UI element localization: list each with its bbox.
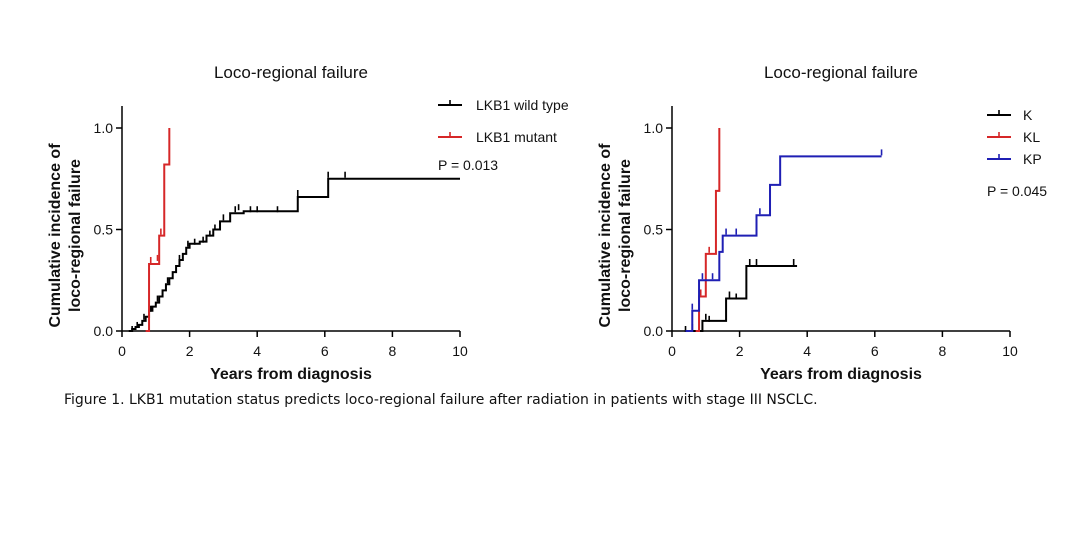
legend-label-k: K (1023, 107, 1033, 123)
x-tick-label: 0 (118, 343, 126, 359)
y-axis-label-line1: Cumulative incidence of (47, 143, 64, 328)
y-tick-label: 0.0 (644, 323, 664, 339)
series-line-lkb1-mutant (145, 128, 171, 332)
chart-title: Loco-regional failure (764, 63, 918, 82)
x-axis-label: Years from diagnosis (760, 366, 922, 383)
x-tick-label: 2 (736, 343, 744, 359)
x-axis-label: Years from diagnosis (210, 366, 372, 383)
chart-panel-left: Loco-regional failure 0 2 4 6 8 10 0.0 0.5 1.0 Yea… (47, 63, 569, 383)
x-tick-label: 8 (939, 343, 947, 359)
y-tick-label: 0.0 (94, 323, 114, 339)
series-line-lkb1-wild-type (128, 177, 460, 332)
p-value-annotation: P = 0.013 (438, 157, 498, 173)
y-tick-label: 1.0 (644, 120, 664, 136)
x-tick-label: 10 (452, 343, 468, 359)
x-tick-label: 4 (803, 343, 811, 359)
y-axis-label-line2: loco-regional failure (67, 159, 84, 312)
x-tick-label: 6 (871, 343, 879, 359)
x-tick-label: 4 (253, 343, 261, 359)
x-tick-label: 10 (1002, 343, 1018, 359)
legend-label-lkb1-wild-type: LKB1 wild type (476, 97, 569, 113)
y-axis-label-line1: Cumulative incidence of (597, 143, 614, 328)
series-line-k (688, 265, 798, 332)
y-tick-label: 0.5 (94, 222, 114, 238)
y-tick-label: 1.0 (94, 120, 114, 136)
legend-label-kp: KP (1023, 151, 1042, 167)
y-tick-label: 0.5 (644, 222, 664, 238)
x-tick-label: 6 (321, 343, 329, 359)
series-line-kl (695, 128, 721, 332)
legend-label-kl: KL (1023, 129, 1040, 145)
x-tick-label: 0 (668, 343, 676, 359)
chart-title: Loco-regional failure (214, 63, 368, 82)
x-tick-label: 2 (186, 343, 194, 359)
figure-caption: Figure 1. LKB1 mutation status predicts … (64, 392, 818, 408)
legend-label-lkb1-mutant: LKB1 mutant (476, 129, 557, 145)
chart-panel-right: Loco-regional failure 0 2 4 6 8 10 0.0 0.5 1.0 Yea… (597, 63, 1047, 383)
p-value-annotation: P = 0.045 (987, 183, 1047, 199)
x-tick-label: 8 (389, 343, 397, 359)
y-axis-label-line2: loco-regional failure (617, 159, 634, 312)
series-line-kp (685, 155, 882, 332)
